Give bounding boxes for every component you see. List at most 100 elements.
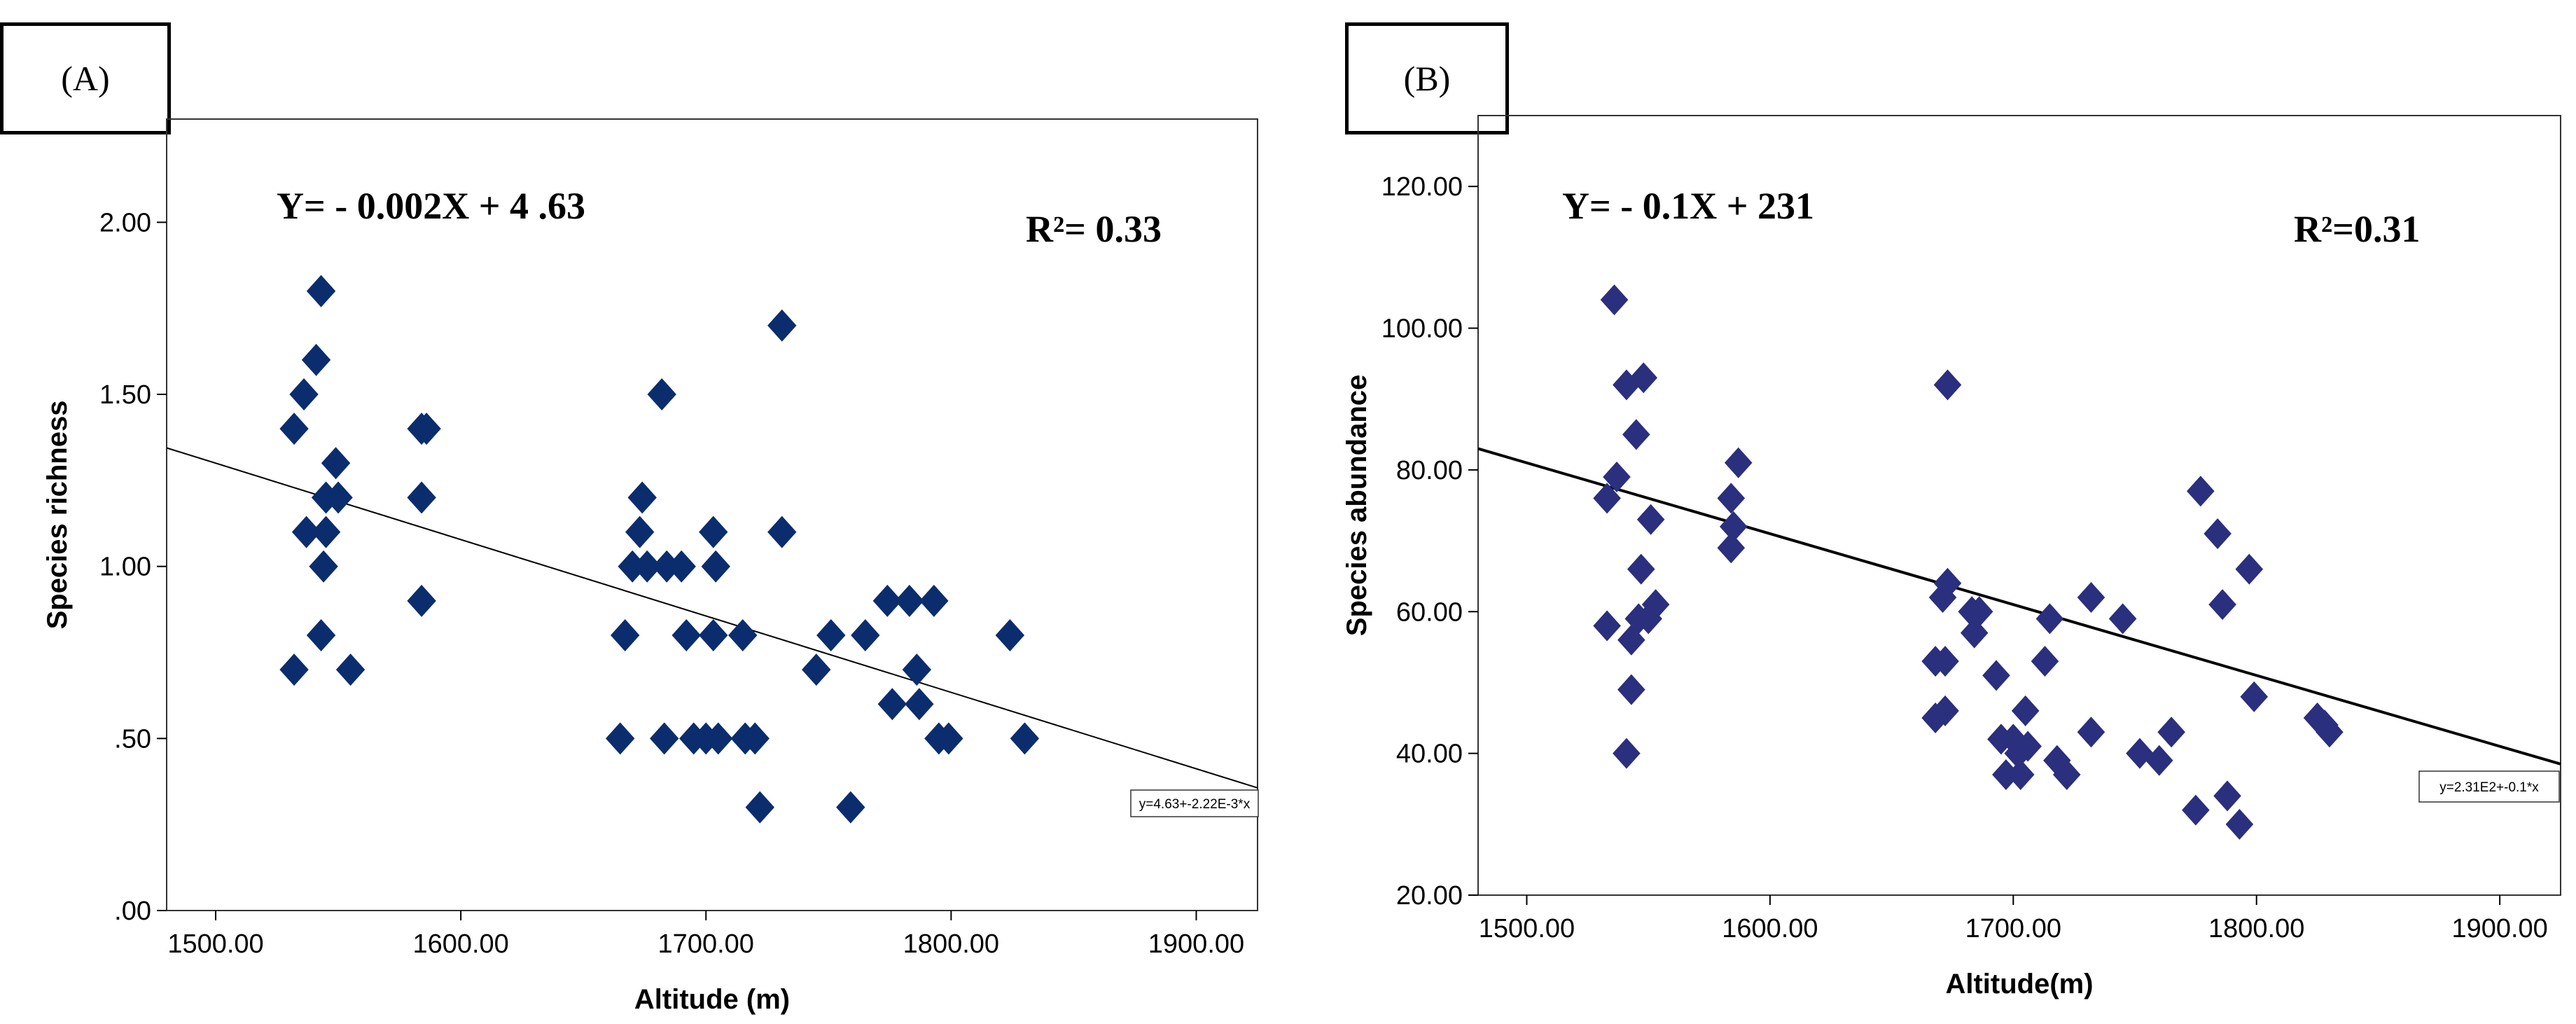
data-point — [2213, 780, 2241, 812]
data-point — [767, 309, 797, 342]
data-point — [699, 618, 728, 651]
data-point — [1992, 759, 2020, 790]
x-tick-label: 1600.00 — [412, 929, 508, 959]
data-point — [2316, 717, 2344, 748]
data-point — [851, 618, 880, 651]
fit-label-box — [1130, 789, 1259, 817]
data-point — [2182, 794, 2210, 826]
data-point — [699, 516, 728, 548]
y-tick-label: 100.00 — [1381, 314, 1463, 344]
y-tick-label: 2.00 — [99, 208, 151, 237]
data-point — [2157, 717, 2185, 748]
data-point — [1717, 483, 1746, 514]
y-tick-label: 120.00 — [1381, 172, 1463, 202]
regression-line — [1477, 447, 2561, 766]
data-point — [905, 688, 934, 721]
data-point — [2004, 738, 2033, 769]
data-point — [2225, 808, 2254, 840]
plot-frame — [1477, 115, 2561, 896]
r-squared: R²= 0.33 — [1026, 208, 1162, 250]
data-point — [625, 516, 655, 548]
data-point — [309, 550, 338, 583]
data-point — [802, 653, 831, 686]
data-point — [647, 378, 676, 411]
data-point — [650, 722, 679, 755]
data-point — [767, 516, 797, 548]
x-tick-label: 1600.00 — [1722, 914, 1818, 943]
y-tick-label: 80.00 — [1396, 456, 1463, 485]
data-point — [618, 550, 647, 583]
x-tick-label: 1800.00 — [2208, 914, 2304, 943]
data-point — [1627, 553, 1655, 585]
data-point — [1724, 447, 1753, 478]
x-tick-label: 1500.00 — [1479, 914, 1575, 943]
data-point — [2011, 695, 2040, 726]
data-point — [2126, 738, 2154, 769]
data-point — [919, 584, 949, 617]
data-point — [701, 550, 730, 583]
data-point — [1960, 617, 1989, 649]
data-point — [872, 584, 903, 617]
data-point — [291, 516, 321, 548]
chart-a: .00 .50 1.00 1.50 2.00 1500.00 1600.00 1700.00 1… — [42, 118, 1259, 1015]
panel-label-a: (A) — [0, 22, 171, 134]
data-point — [301, 343, 331, 376]
data-point — [1982, 660, 2010, 691]
y-tick-label: 40.00 — [1396, 740, 1463, 769]
data-point — [934, 722, 963, 755]
data-point — [2203, 518, 2232, 549]
data-point — [2208, 589, 2236, 621]
data-point — [1617, 674, 1645, 705]
data-point — [836, 791, 865, 824]
data-point — [2077, 582, 2105, 614]
y-axis-title: Species richness — [42, 401, 73, 630]
data-point — [1629, 362, 1658, 394]
data-point — [2035, 603, 2064, 635]
data-point — [1921, 703, 1949, 734]
data-point — [2108, 603, 2137, 635]
data-point — [606, 722, 635, 755]
x-axis-title: Altitude (m) — [634, 984, 790, 1015]
data-point — [671, 618, 701, 651]
data-point — [1593, 610, 1621, 642]
data-point — [816, 618, 846, 651]
data-point — [2014, 731, 2042, 762]
data-point — [279, 413, 309, 445]
data-point — [311, 516, 341, 548]
data-point — [704, 722, 733, 755]
data-point — [2006, 759, 2035, 790]
y-tick-label: 20.00 — [1396, 881, 1463, 911]
data-point — [1613, 738, 1641, 769]
data-point — [2052, 759, 2081, 790]
data-point — [407, 584, 436, 617]
data-point — [2077, 717, 2105, 748]
data-point — [321, 447, 351, 480]
plot-frame — [166, 118, 1258, 911]
regression-equation: Y= - 0.002X + 4 .63 — [277, 185, 585, 227]
data-point — [289, 378, 319, 411]
data-point — [667, 550, 696, 583]
data-point — [895, 584, 924, 617]
data-point — [995, 618, 1025, 651]
fit-label-box — [2418, 770, 2560, 803]
regression-equation: Y= - 0.1X + 231 — [1562, 185, 1814, 227]
data-point — [740, 722, 770, 755]
y-tick-label: .00 — [114, 897, 151, 926]
chart-b: 20.00 40.00 60.00 80.00 100.00 120.00 1500.00 1… — [1342, 115, 2561, 999]
data-point — [2240, 681, 2269, 712]
data-point — [611, 618, 640, 651]
panel-b: (B) 20.00 40.00 60.00 80.00 100.00 120.00 1500… — [1288, 0, 2576, 1024]
data-point — [1636, 504, 1665, 535]
data-point — [877, 688, 907, 721]
data-point — [279, 653, 309, 686]
data-point — [632, 550, 662, 583]
data-point — [728, 618, 758, 651]
x-tick-label: 1500.00 — [167, 929, 263, 959]
data-point — [1933, 369, 1962, 401]
fit-label: y=4.63+-2.22E-3*x — [1139, 797, 1251, 812]
data-point — [335, 653, 365, 686]
x-tick-label: 1900.00 — [2451, 914, 2547, 943]
y-tick-label: .50 — [114, 724, 151, 754]
y-tick-label: 1.00 — [99, 553, 151, 582]
x-tick-label: 1700.00 — [658, 929, 754, 959]
